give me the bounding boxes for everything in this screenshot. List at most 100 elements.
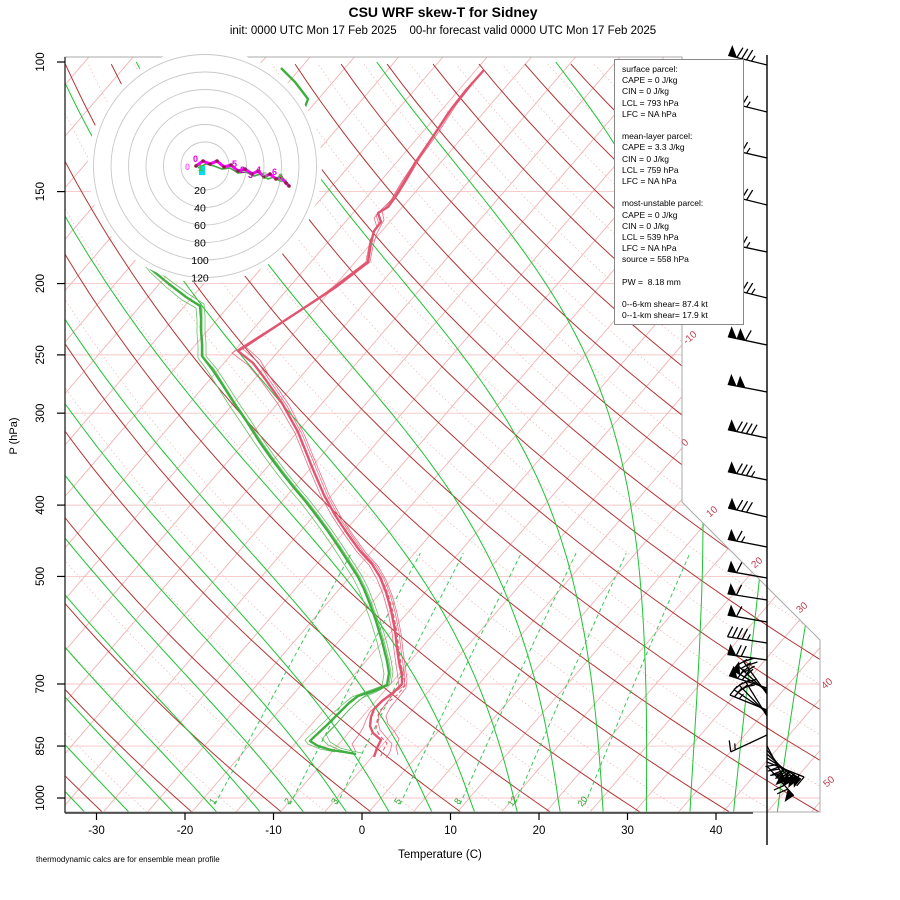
hodograph-height-label: 0 [185,162,190,172]
hodograph-trace-dot [215,159,219,163]
wind-barb [728,734,768,753]
isotherm-label: 0 [680,437,692,449]
mixing-ratio-label: 12 [506,794,520,808]
y-tick-label: 300 [35,404,47,423]
parcel-info-line: surface parcel: [622,64,678,74]
parcel-info-line [622,266,743,277]
isotherm-label: 30 [795,600,811,616]
hodograph-trace-dot [274,177,278,181]
temperature-dashed-trace [375,576,406,759]
isotherm-label: 10 [705,504,721,520]
parcel-info-line [622,120,743,131]
parcel-info-line: CIN = 0 J/kg [622,153,670,164]
y-tick-label: 100 [35,52,47,71]
x-tick-label: -30 [88,825,105,837]
wind-barb [727,497,768,518]
hodograph-trace-dot [222,165,226,169]
parcel-info-line: LCL = 539 hPa [622,232,679,243]
hodograph-trace-dot [236,169,240,173]
hodograph-ring-label: 60 [194,220,206,232]
temperature-member-trace [245,70,484,756]
temperature-trace [236,69,485,758]
parcel-info-line: CAPE = 3.3 J/kg [622,142,685,153]
x-tick-label: 30 [621,825,634,837]
x-axis-title: Temperature (C) [398,849,482,861]
parcel-info-line: most-unstable parcel: [622,198,704,209]
wind-barb [727,583,768,601]
hodograph-height-label: 5 [262,171,267,181]
parcel-info-line: CAPE = 0 J/kg [622,209,678,220]
parcel-info-line: LFC = NA hPa [622,176,677,187]
hodograph-trace-dot [201,159,205,163]
wind-barb [727,373,768,393]
parcel-info-line: CAPE = 0 J/kg [622,75,678,86]
hodograph-trace-dot [194,164,198,168]
hodograph-ring [163,124,247,208]
hodograph-trace-dot [256,169,260,173]
wind-barb [727,326,768,346]
hodograph-ring-label: 40 [194,203,206,215]
y-tick-label: 500 [35,567,47,586]
y-tick-label: 700 [35,674,47,693]
footer-note: thermodynamic calcs are for ensemble mea… [36,855,220,864]
hodograph-height-label: 0 [193,154,198,164]
parcel-info-line: 0--6-km shear= 87.4 kt [622,299,708,310]
dewpoint-member-trace [137,256,385,753]
hodograph-trace-dot [279,175,283,179]
hodograph-trace-dot [208,162,212,166]
hodograph-trace-dot [268,172,272,176]
mixing-ratio-label: 20 [576,794,590,808]
parcel-info-line: CIN = 0 J/kg [622,220,670,231]
page-title: CSU WRF skew-T for Sidney [348,4,538,20]
x-tick-label: -10 [265,825,282,837]
hodograph-trace-dot [262,175,266,179]
x-tick-label: 20 [533,825,546,837]
hodograph-storm-marker [199,166,205,175]
wind-barb [727,419,768,439]
hodograph-height-label: 3 [248,170,253,180]
wind-barb-column [726,45,805,845]
hodograph-trace [195,159,291,188]
parcel-info-line: PW = 8.18 mm [622,276,681,287]
parcel-info-line: CIN = 0 J/kg [622,86,670,97]
hodograph-height-label: 1 [198,163,203,173]
hodograph-height-label: 2 [240,165,245,175]
isotherm-label: 40 [820,676,836,692]
parcel-info-line [622,187,743,198]
parcel-info-line: LFC = NA hPa [622,243,677,254]
hodograph-trace-dot [243,167,247,171]
y-tick-label: 250 [35,345,47,364]
x-tick-label: 0 [359,825,365,837]
hodograph-ring-label: 100 [191,255,209,267]
isotherm-label: 50 [822,774,838,790]
y-tick-label: 1000 [35,785,47,811]
y-tick-label: 850 [35,736,47,755]
hodograph-ring [145,106,265,226]
x-tick-label: 40 [710,825,723,837]
wind-barb [766,765,795,802]
hodograph-trace-dot [287,184,291,188]
y-tick-label: 200 [35,274,47,293]
hodograph-ring-label: 80 [194,238,206,250]
mixing-ratio-label: 3 [329,796,340,806]
wind-barb [727,528,768,548]
hodograph-trace-dot [229,163,233,167]
mixing-ratio-label: 5 [392,796,403,806]
init-valid-subtitle: init: 0000 UTC Mon 17 Feb 2025 00-hr for… [229,25,657,37]
parcel-info-line: LCL = 793 hPa [622,97,679,108]
wind-barb [727,560,768,579]
x-tick-label: -20 [177,825,194,837]
axes: -30 -20 -10 0 10 20 30 401001502002503004005007… [35,52,753,837]
parcel-info-line: source = 558 hPa [622,254,689,265]
hodograph-ring [110,71,300,261]
hodograph-ring-label: 120 [191,273,209,285]
y-axis-title: P (hPa) [8,417,20,455]
wind-barb [726,626,768,644]
hodograph-height-label: 6 [272,167,277,177]
isotherm-label: -10 [681,329,699,347]
wind-barb [728,45,768,66]
wind-barb [727,604,768,623]
